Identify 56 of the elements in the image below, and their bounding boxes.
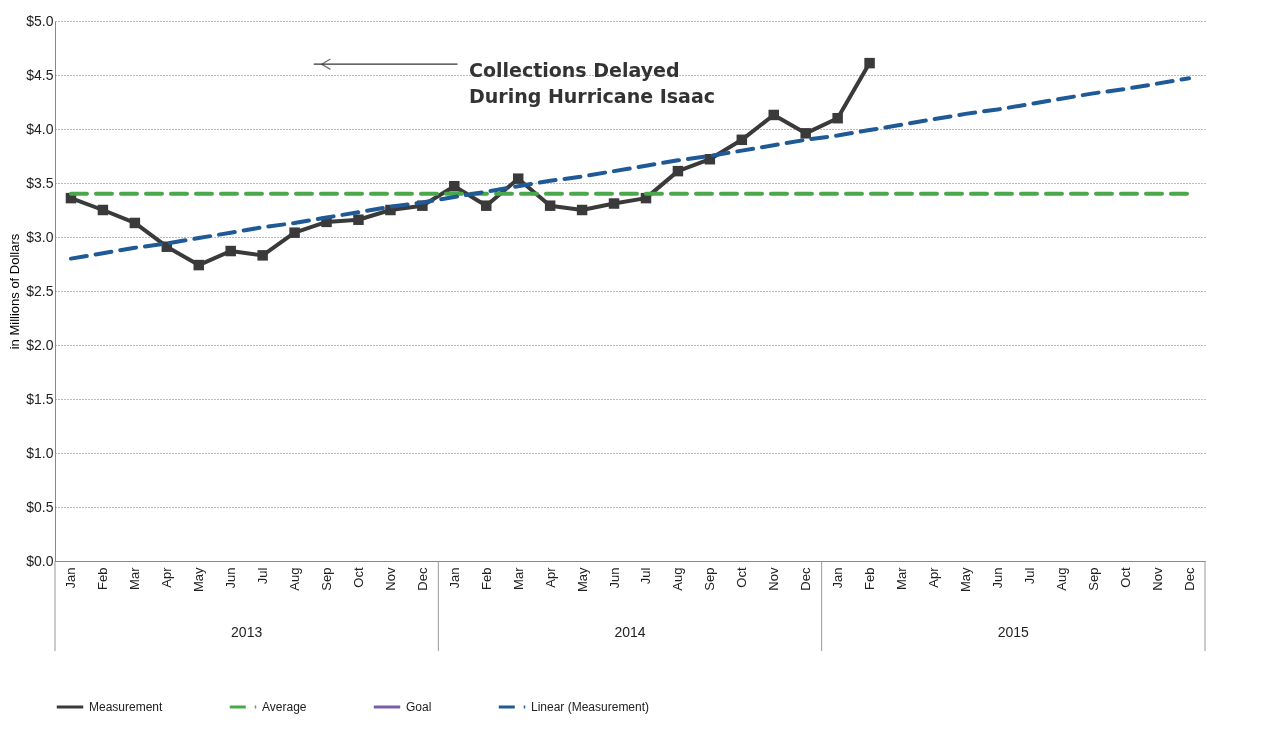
x-tick-label: Jun bbox=[989, 567, 1005, 589]
x-tick-label: Feb bbox=[95, 567, 111, 590]
x-tick-label: Oct bbox=[734, 567, 750, 588]
y-tick-label: $4.0 bbox=[26, 120, 54, 137]
x-tick-label: May bbox=[574, 567, 590, 593]
y-tick-label: $0.0 bbox=[26, 552, 54, 569]
annotation: Collections Delayed During Hurricane Isaac bbox=[469, 58, 715, 107]
x-tick-label: Mar bbox=[894, 566, 910, 590]
x-tick-label: Mar bbox=[510, 566, 526, 590]
x-tick-label: Apr bbox=[542, 566, 558, 588]
y-tick-label: $2.0 bbox=[26, 336, 54, 353]
y-axis-title: in Millions of Dollars bbox=[7, 233, 23, 350]
legend-label: Linear (Measurement) bbox=[531, 700, 650, 714]
x-tick-label: Nov bbox=[1149, 567, 1165, 591]
x-tick-label: Nov bbox=[382, 567, 398, 591]
text: 2015 bbox=[997, 624, 1030, 640]
x-tick-label: Dec bbox=[1181, 567, 1197, 591]
x-tick-label: Aug bbox=[1053, 567, 1069, 591]
x-tick-label: Sep bbox=[702, 567, 718, 591]
x-tick-label: Jul bbox=[638, 567, 654, 585]
x-tick-label: Sep bbox=[1085, 567, 1101, 591]
x-tick-label: Oct bbox=[350, 567, 366, 588]
legend-label: Goal bbox=[406, 700, 432, 714]
x-tick-label: Feb bbox=[862, 567, 878, 590]
y-tick-label: $5.0 bbox=[26, 12, 54, 29]
y-tick-label: $2.5 bbox=[26, 282, 54, 299]
y-tick-label: $3.0 bbox=[26, 228, 54, 245]
x-tick-label: Jul bbox=[1021, 567, 1037, 585]
x-tick-label: Apr bbox=[159, 566, 175, 588]
y-tick-label: $1.5 bbox=[26, 390, 54, 407]
x-tick-label: Jul bbox=[255, 567, 271, 585]
x-tick-label: Feb bbox=[478, 567, 494, 590]
x-tick-label: Jun bbox=[606, 567, 622, 589]
x-tick-label: Apr bbox=[925, 566, 941, 588]
y-tick-label: $1.0 bbox=[26, 444, 54, 461]
x-tick-label: Jan bbox=[446, 567, 462, 589]
x-tick-label: Jan bbox=[830, 567, 846, 589]
x-tick-label: Dec bbox=[414, 567, 430, 591]
x-tick-label: Mar bbox=[127, 566, 143, 590]
x-tick-label: May bbox=[957, 567, 973, 593]
legend-label: Measurement bbox=[89, 700, 164, 714]
y-tick-label: $3.5 bbox=[26, 174, 54, 191]
x-tick-label: Aug bbox=[670, 567, 686, 591]
y-tick-label: $0.5 bbox=[26, 498, 54, 515]
x-tick-label: Nov bbox=[766, 567, 782, 591]
legend-label: Average bbox=[262, 700, 307, 714]
x-tick-label: Jan bbox=[63, 567, 79, 589]
text: 2014 bbox=[614, 624, 646, 640]
x-tick-label: May bbox=[191, 567, 207, 593]
x-tick-label: Oct bbox=[1117, 567, 1133, 588]
x-tick-label: Dec bbox=[798, 567, 814, 591]
x-tick-label: Aug bbox=[287, 567, 303, 591]
y-tick-label: $4.5 bbox=[26, 66, 54, 83]
text: 2013 bbox=[231, 624, 263, 640]
x-tick-label: Sep bbox=[319, 567, 335, 591]
x-tick-label: Jun bbox=[223, 567, 239, 589]
